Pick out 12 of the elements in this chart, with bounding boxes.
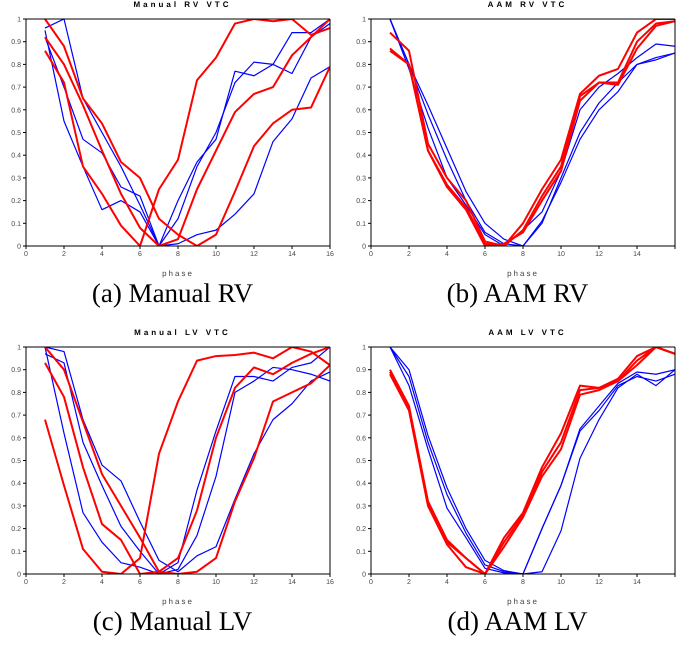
text: (b) AAM RV (446, 278, 590, 309)
x-axis-title: phase (507, 269, 539, 278)
x-axis-title: phase (507, 596, 539, 606)
text: (d) AAM LV (446, 606, 588, 636)
text: (a) Manual RV (90, 278, 254, 309)
x-axis-title: phase (162, 269, 194, 278)
chart-title: AAM LV VTC (487, 328, 568, 338)
chart-title: Manual LV VTC (133, 328, 232, 338)
text: (c) Manual LV (92, 606, 254, 636)
chart-title: AAM RV VTC (486, 0, 568, 11)
x-axis-title: phase (162, 596, 194, 606)
chart-title: Manual RV VTC (132, 0, 232, 11)
